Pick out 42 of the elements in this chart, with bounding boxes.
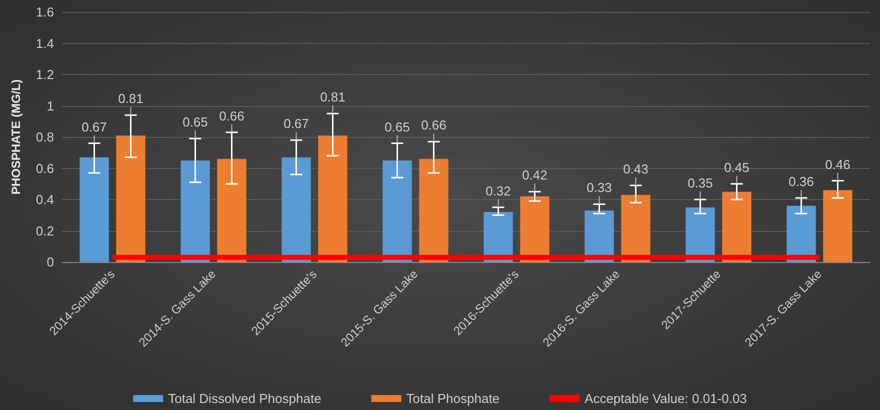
y-tick-label: 0.8: [36, 130, 54, 144]
legend-label: Total Dissolved Phosphate: [168, 391, 322, 406]
bar: [80, 157, 109, 262]
y-tick-label: 0.4: [36, 192, 54, 207]
data-label: 0.36: [788, 174, 814, 189]
data-label: 0.67: [284, 116, 309, 132]
y-tick-label: 1.4: [36, 36, 54, 51]
bar: [282, 157, 311, 262]
data-label: 0.42: [522, 168, 548, 183]
bar: [722, 192, 752, 262]
bar: [116, 135, 146, 262]
data-label: 0.35: [688, 176, 713, 190]
y-tick-label: 1.6: [36, 4, 54, 20]
y-tick-label: 0.6: [36, 160, 54, 176]
bar: [318, 135, 348, 262]
data-label: 0.45: [724, 160, 750, 175]
data-label: 0.46: [825, 156, 850, 172]
y-tick-label: 1: [46, 98, 54, 114]
bar: [217, 158, 246, 262]
data-label: 0.66: [421, 118, 446, 133]
data-label: 0.81: [118, 91, 144, 106]
data-label: 0.66: [219, 108, 244, 124]
y-tick-label: 0: [46, 254, 54, 270]
bar: [823, 190, 852, 262]
legend-label: Acceptable Value: 0.01-0.03: [584, 391, 747, 406]
y-tick-label: 1.2: [36, 67, 54, 82]
bar: [584, 210, 614, 262]
y-tick-label: 0.2: [36, 223, 54, 238]
data-label: 0.65: [384, 119, 410, 134]
data-label: 0.67: [82, 119, 107, 134]
bar: [621, 194, 650, 262]
bar: [520, 196, 550, 262]
y-axis-title: PHOSPHATE (MG/L): [9, 79, 23, 195]
data-label: 0.81: [320, 90, 346, 105]
data-label: 0.33: [586, 180, 612, 196]
bar: [180, 160, 210, 262]
data-label: 0.43: [623, 161, 648, 176]
bar: [382, 160, 412, 262]
data-label: 0.32: [486, 183, 511, 198]
data-label: 0.65: [182, 114, 208, 130]
legend-label: Total Phosphate: [406, 391, 500, 406]
bar: [419, 158, 448, 262]
